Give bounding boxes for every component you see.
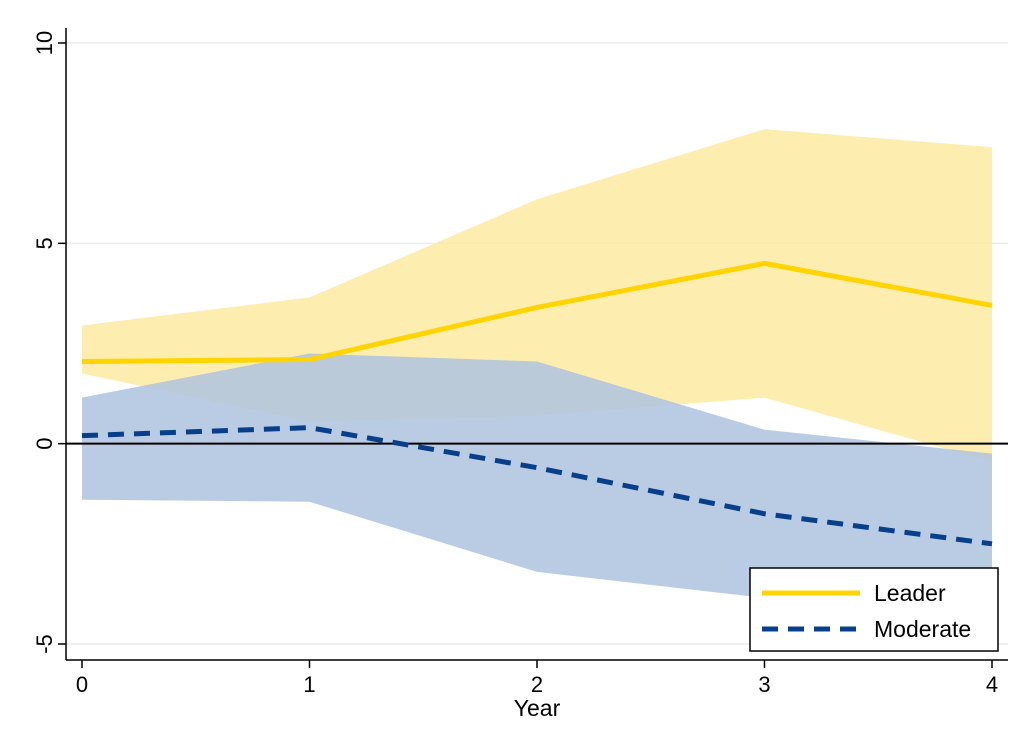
legend: Leader Moderate xyxy=(749,567,999,652)
x-tick-label-0: 0 xyxy=(76,672,88,697)
band-moderate xyxy=(82,353,992,598)
legend-box xyxy=(749,567,999,652)
y-tick-label-10: 10 xyxy=(32,31,57,55)
x-axis-label: Year xyxy=(514,695,561,721)
legend-label-leader: Leader xyxy=(874,580,946,606)
x-tick-labels: 0 1 2 3 4 xyxy=(76,660,998,697)
y-tick-label-5: 5 xyxy=(32,237,57,249)
series-line-moderate xyxy=(81,425,993,547)
x-tick-label-1: 1 xyxy=(303,672,315,697)
x-tick-label-2: 2 xyxy=(531,672,543,697)
x-tick-label-3: 3 xyxy=(758,672,770,697)
series-lines xyxy=(81,260,993,547)
x-tick-label-4: 4 xyxy=(986,672,998,697)
y-tick-labels: -5 0 5 10 xyxy=(32,31,66,654)
confidence-bands xyxy=(82,129,992,598)
legend-label-moderate: Moderate xyxy=(874,616,971,642)
y-tick-label-0: 0 xyxy=(32,438,57,450)
series-line-leader xyxy=(81,260,993,365)
y-tick-label--5: -5 xyxy=(32,634,57,654)
